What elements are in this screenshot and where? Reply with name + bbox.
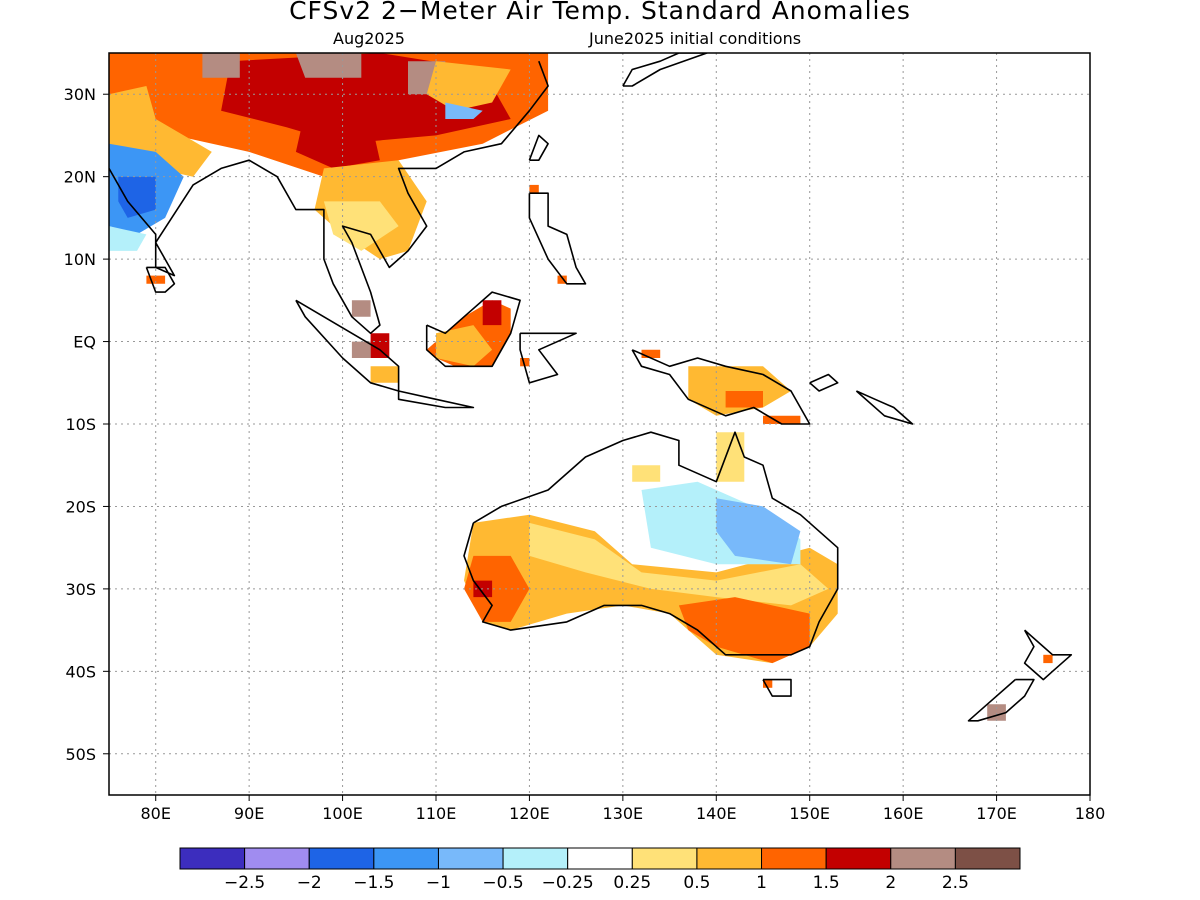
coastline-3 <box>397 390 475 409</box>
y-tick-label-2: 10N <box>64 250 96 269</box>
x-tick-label-1: 90E <box>234 804 264 823</box>
legend-label-2: −1.5 <box>353 873 394 893</box>
legend-swatch-6 <box>567 847 633 870</box>
coastline-9 <box>762 678 792 697</box>
anomaly-region-39 <box>641 349 661 358</box>
x-tick-label-5: 130E <box>603 804 644 823</box>
x-tick-label-3: 110E <box>416 804 457 823</box>
anomaly-region-22 <box>725 391 763 408</box>
legend-label-11: 2.5 <box>942 873 969 893</box>
anomaly-region-7 <box>426 61 511 111</box>
coastline-4 <box>425 291 521 368</box>
anomaly-region-3 <box>202 53 240 78</box>
anomaly-region-37 <box>529 184 539 194</box>
x-tick-label-10: 180 <box>1075 804 1106 823</box>
coastline-6 <box>528 192 587 285</box>
legend-label-1: −2 <box>297 873 322 893</box>
x-tick-label-8: 160E <box>883 804 924 823</box>
legend-swatch-2 <box>308 847 375 870</box>
legend-label-3: −1 <box>426 873 451 893</box>
legend-label-4: −0.5 <box>482 873 523 893</box>
x-tick-label-2: 100E <box>322 804 363 823</box>
legend-swatch-12 <box>954 847 1021 870</box>
initial-conditions-label: June2025 initial conditions <box>589 29 802 48</box>
coastline-14 <box>809 373 839 392</box>
x-tick-label-4: 120E <box>509 804 550 823</box>
x-tick-label-9: 170E <box>976 804 1017 823</box>
anomaly-region-10 <box>323 201 399 251</box>
anomaly-region-12 <box>118 176 156 218</box>
legend-swatch-3 <box>373 847 439 870</box>
coastline-12 <box>528 134 549 161</box>
x-tick-label-7: 150E <box>789 804 830 823</box>
anomaly-region-34 <box>987 704 1006 721</box>
legend-label-8: 1 <box>756 873 767 893</box>
anomaly-region-2 <box>295 110 380 169</box>
anomaly-region-15 <box>436 325 493 367</box>
coastline-10 <box>1023 629 1073 681</box>
y-tick-label-3: EQ <box>73 333 96 352</box>
y-tick-label-7: 40S <box>65 662 96 681</box>
coastline-13 <box>622 53 708 87</box>
legend-swatch-0 <box>179 847 246 870</box>
y-tick-label-8: 50S <box>65 745 96 764</box>
y-tick-label-5: 20S <box>65 497 96 516</box>
anomaly-region-16 <box>482 300 502 326</box>
legend-swatch-11 <box>890 847 956 870</box>
grid-lines <box>109 53 1090 795</box>
anomaly-region-33 <box>763 679 773 688</box>
anomaly-region-29 <box>464 555 530 622</box>
legend-swatch-1 <box>244 847 310 870</box>
legend-label-6: 0.25 <box>613 873 651 893</box>
anomaly-region-18 <box>351 341 371 358</box>
anomaly-region-20 <box>370 366 399 383</box>
coastline-11 <box>967 678 1035 722</box>
coastlines <box>109 53 1073 722</box>
coastline-15 <box>855 390 914 425</box>
legend-swatch-7 <box>631 847 698 870</box>
anomaly-region-23 <box>716 432 745 482</box>
anomaly-region-32 <box>716 498 801 565</box>
coastline-0 <box>109 60 549 335</box>
legend-label-5: −0.25 <box>542 873 594 893</box>
legend-label-0: −2.5 <box>224 873 265 893</box>
x-tick-label-0: 80E <box>140 804 170 823</box>
anomaly-region-35 <box>1043 654 1053 664</box>
anomaly-region-17 <box>370 333 390 358</box>
legend-swatch-9 <box>761 847 827 870</box>
coastline-8 <box>463 431 839 656</box>
legend-label-7: 0.5 <box>683 873 710 893</box>
y-tick-label-0: 30N <box>64 85 96 104</box>
axis-ticks: 80E 90E 100E 110E 120E 130E 140E 150E 160E 170E 18… <box>64 85 1106 823</box>
color-legend: −2.5 −2 −1.5 −1 −0.5 −0.25 0.25 0.5 1 1.5 2 2.5 <box>179 847 1021 893</box>
y-tick-label-1: 20N <box>64 168 96 187</box>
anomaly-region-24 <box>632 465 661 482</box>
legend-label-10: 2 <box>885 873 896 893</box>
coastline-7 <box>631 349 811 425</box>
y-tick-label-4: 10S <box>65 415 96 434</box>
coastline-1 <box>145 266 176 293</box>
legend-swatch-4 <box>437 847 504 870</box>
valid-month-label: Aug2025 <box>333 29 405 48</box>
legend-swatch-5 <box>502 847 569 870</box>
coastline-5 <box>519 332 577 384</box>
legend-swatch-10 <box>825 847 892 870</box>
anomaly-region-27 <box>529 522 829 606</box>
legend-swatch-8 <box>696 847 763 870</box>
anomaly-region-8 <box>445 102 483 119</box>
anomaly-region-13 <box>109 226 147 251</box>
anomaly-region-19 <box>351 300 371 317</box>
legend-label-9: 1.5 <box>813 873 840 893</box>
map-title: CFSv2 2−Meter Air Temp. Standard Anomali… <box>289 0 911 25</box>
anomaly-region-28 <box>678 597 810 664</box>
anomaly-region-4 <box>295 53 362 78</box>
y-tick-label-6: 30S <box>65 580 96 599</box>
x-tick-label-6: 140E <box>696 804 737 823</box>
